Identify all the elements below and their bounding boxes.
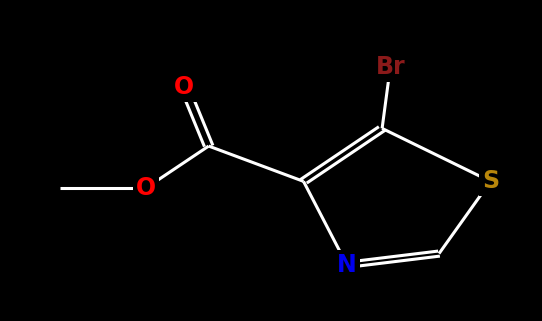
Text: O: O <box>174 75 195 99</box>
Text: N: N <box>337 253 357 277</box>
Text: Br: Br <box>376 56 405 79</box>
Text: O: O <box>136 176 157 200</box>
Text: S: S <box>482 169 499 193</box>
